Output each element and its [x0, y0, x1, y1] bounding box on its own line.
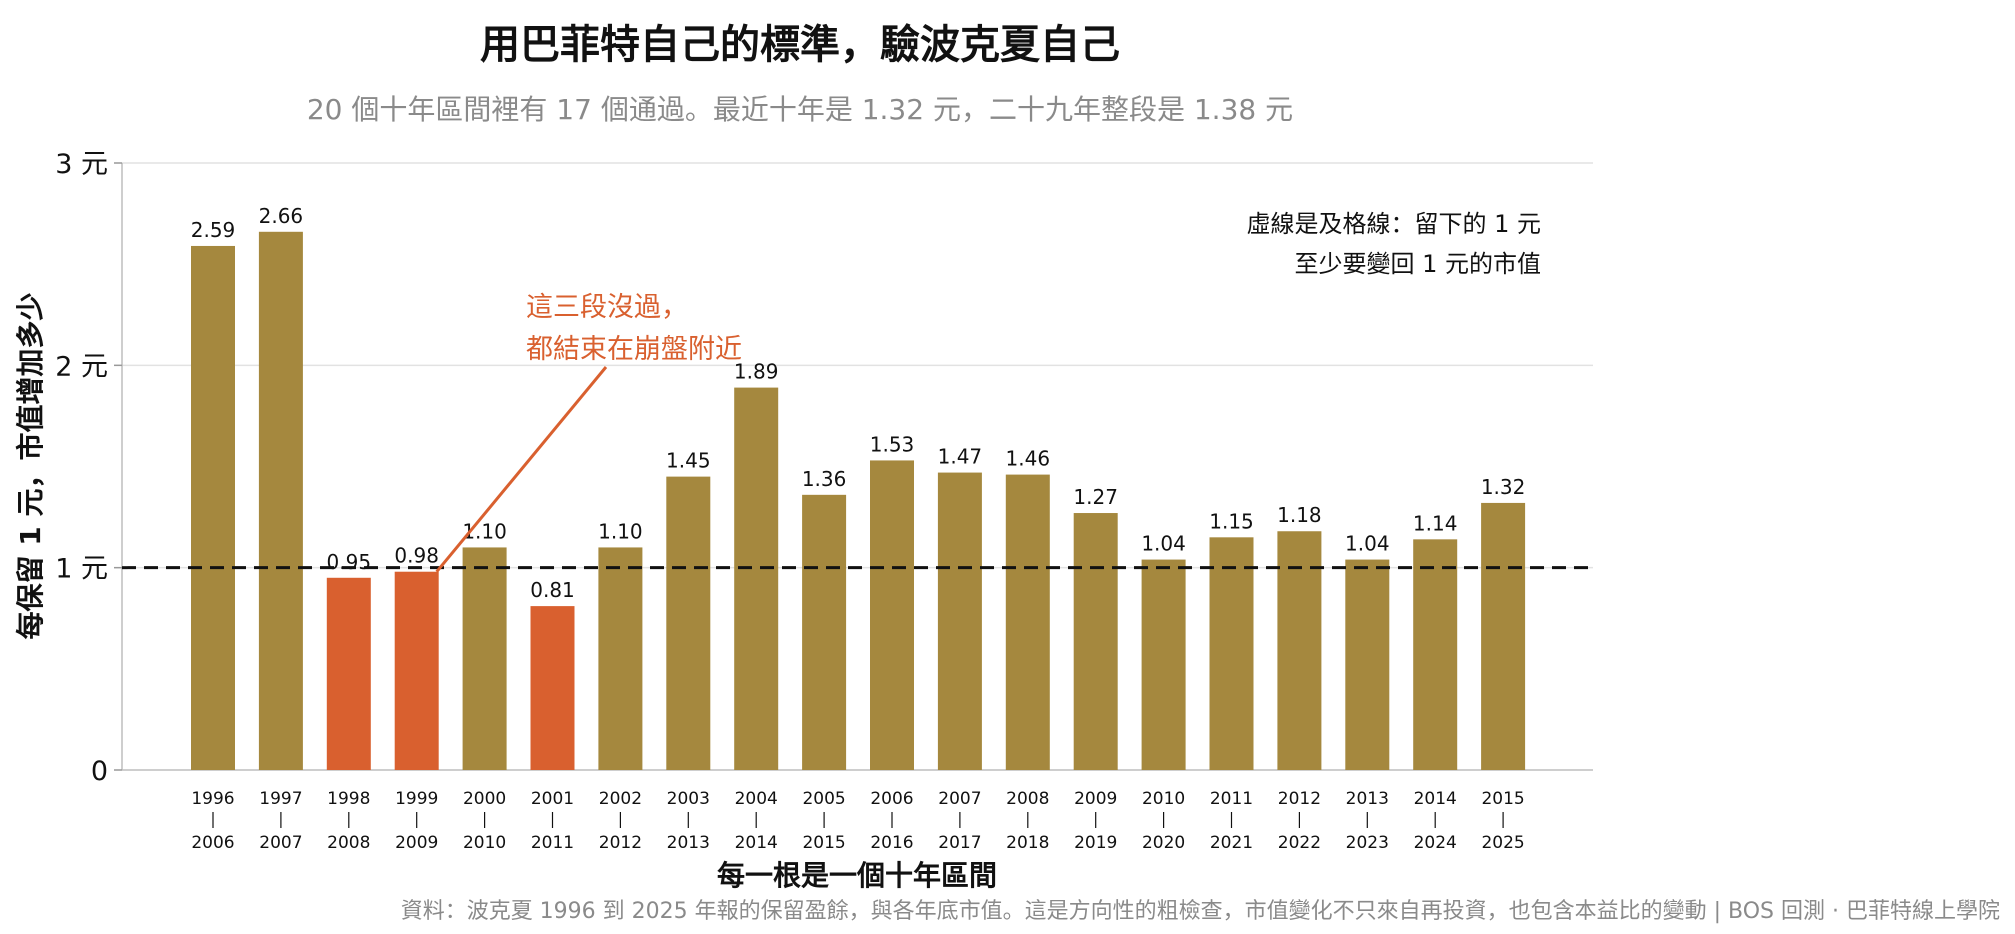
x-tick-start-year: 2013	[1346, 789, 1389, 809]
x-tick-end-year: 2010	[463, 833, 506, 853]
bar	[870, 460, 914, 770]
bar	[530, 606, 575, 770]
bar-value-label: 1.14	[1413, 511, 1458, 535]
x-tick-end-year: 2022	[1278, 833, 1321, 853]
x-tick-end-year: 2015	[802, 833, 845, 853]
bar	[1005, 474, 1050, 770]
bar	[666, 476, 711, 770]
x-tick-start-year: 2010	[1142, 789, 1185, 809]
x-tick-start-year: 2009	[1074, 789, 1117, 809]
x-tick-end-year: 2016	[870, 833, 913, 853]
x-tick-end-year: 2019	[1074, 833, 1117, 853]
bar	[394, 571, 439, 770]
legend-note-line-2: 至少要變回 1 元的市值	[1294, 250, 1541, 278]
x-tick-end-year: 2007	[259, 833, 302, 853]
annotation-line-1: 這三段沒過，	[526, 292, 688, 323]
bar	[326, 577, 371, 770]
annotation-arrow	[435, 366, 608, 573]
bar-value-label: 1.32	[1481, 475, 1526, 499]
y-tick-label: 3 元	[55, 149, 108, 180]
annotation-line-2: 都結束在崩盤附近	[526, 334, 742, 365]
bar-value-label: 0.98	[394, 544, 439, 568]
y-tick-label: 2 元	[55, 351, 108, 382]
x-tick-end-year: 2014	[735, 833, 778, 853]
chart-subtitle: 20 個十年區間裡有 17 個通過。最近十年是 1.32 元，二十九年整段是 1…	[306, 93, 1294, 126]
x-tick-end-year: 2008	[327, 833, 370, 853]
bar	[1413, 539, 1458, 770]
bar	[1481, 502, 1526, 770]
value-labels: 2.592.660.95 0.981.100.811.101.451.891.36…	[191, 204, 1526, 602]
x-tick-end-year: 2017	[938, 833, 981, 853]
x-tick-end-year: 2011	[531, 833, 574, 853]
x-tick-end-year: 2018	[1006, 833, 1049, 853]
x-tick-start-year: 1996	[191, 789, 234, 809]
x-tick-end-year: 2023	[1346, 833, 1389, 853]
bar	[258, 231, 303, 770]
x-tick-end-year: 2020	[1142, 833, 1185, 853]
x-tick-start-year: 2012	[1278, 789, 1321, 809]
x-tick-end-year: 2021	[1210, 833, 1253, 853]
chart-title: 用巴菲特自己的標準，驗波克夏自己	[480, 22, 1120, 68]
bar-value-label: 1.04	[1141, 532, 1186, 556]
x-tick-start-year: 1999	[395, 789, 438, 809]
bar	[1277, 531, 1322, 770]
y-axis-label: 每保留 1 元，市值增加多少	[14, 293, 47, 640]
x-tick-start-year: 2002	[599, 789, 642, 809]
bar-value-label: 0.95	[327, 550, 372, 574]
x-tick-start-year: 2014	[1414, 789, 1457, 809]
bar-value-label: 1.46	[1006, 447, 1051, 471]
x-tick-start-year: 2003	[667, 789, 710, 809]
bar-value-label: 1.47	[938, 445, 983, 469]
x-tick-start-year: 2001	[531, 789, 574, 809]
bar	[937, 472, 982, 770]
x-ticks: 1996 2006 1997 2007 1998 2008 1999 2009 2000 2010…	[191, 789, 1524, 853]
y-ticks: 0 1 元 2 元 3 元	[55, 149, 122, 787]
x-tick-end-year: 2025	[1481, 833, 1524, 853]
x-tick-start-year: 1998	[327, 789, 370, 809]
bar	[734, 387, 779, 770]
x-tick-end-year: 2013	[667, 833, 710, 853]
source-footnote: 資料：波克夏 1996 到 2025 年報的保留盈餘，與各年底市值。這是方向性的…	[400, 899, 2000, 924]
bar	[191, 245, 235, 770]
bar-value-label: 1.18	[1277, 503, 1322, 527]
x-tick-start-year: 2011	[1210, 789, 1253, 809]
bar-value-label: 1.53	[870, 432, 915, 456]
bar-value-label: 1.10	[598, 519, 643, 543]
bar	[1209, 537, 1254, 770]
x-tick-start-year: 2005	[802, 789, 845, 809]
bar	[1141, 559, 1186, 770]
bar-value-label: 2.59	[191, 218, 236, 242]
x-axis-label: 每一根是一個十年區間	[717, 859, 997, 892]
x-tick-start-year: 2004	[735, 789, 778, 809]
bar	[1345, 559, 1390, 770]
bar	[1073, 513, 1118, 770]
bar-value-label: 1.27	[1073, 485, 1118, 509]
x-tick-start-year: 2006	[870, 789, 913, 809]
bars	[191, 231, 1526, 770]
bar	[462, 547, 507, 770]
bar-value-label: 1.89	[734, 360, 779, 384]
bar-value-label: 1.45	[666, 449, 711, 473]
x-tick-start-year: 1997	[259, 789, 302, 809]
bar-value-label: 1.36	[802, 467, 847, 491]
x-tick-end-year: 2006	[191, 833, 234, 853]
x-tick-start-year: 2007	[938, 789, 981, 809]
x-tick-start-year: 2008	[1006, 789, 1049, 809]
bar-value-label: 2.66	[259, 204, 304, 228]
bar-value-label: 0.81	[530, 578, 575, 602]
y-tick-label: 0	[91, 756, 108, 787]
x-tick-end-year: 2024	[1414, 833, 1457, 853]
bar	[598, 547, 643, 770]
y-tick-label: 1 元	[55, 554, 108, 585]
x-tick-end-year: 2012	[599, 833, 642, 853]
x-tick-start-year: 2015	[1481, 789, 1524, 809]
bar-value-label: 1.15	[1209, 509, 1254, 533]
legend-note-line-1: 虛線是及格線：留下的 1 元	[1246, 210, 1541, 238]
bar	[802, 494, 847, 770]
x-tick-end-year: 2009	[395, 833, 438, 853]
bar-value-label: 1.04	[1345, 532, 1390, 556]
x-tick-start-year: 2000	[463, 789, 506, 809]
